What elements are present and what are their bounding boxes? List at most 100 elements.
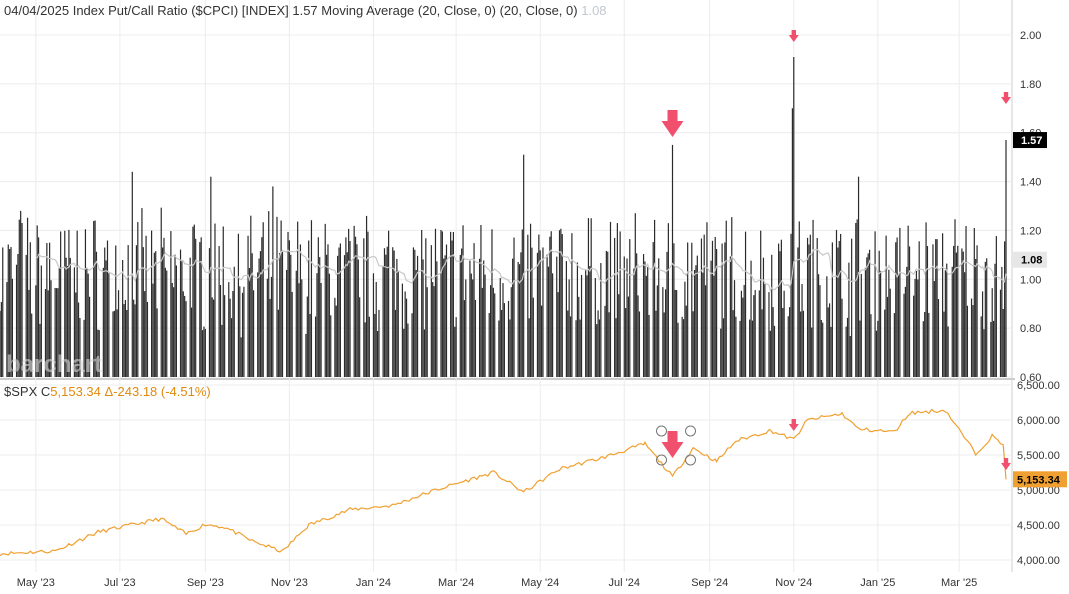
put-call-bar	[49, 242, 51, 377]
put-call-bar	[170, 231, 172, 377]
put-call-bar	[239, 286, 241, 377]
put-call-bar	[47, 290, 49, 377]
put-call-bar	[800, 311, 802, 377]
put-call-bar	[720, 328, 722, 377]
put-call-bar	[849, 336, 851, 377]
put-call-bar	[585, 270, 587, 377]
put-call-bar	[204, 328, 206, 377]
marker-circle	[656, 425, 668, 437]
put-call-bar	[481, 287, 483, 377]
put-call-bar	[153, 252, 155, 377]
put-call-bar	[743, 284, 745, 377]
put-call-bar	[636, 253, 638, 377]
put-call-bar	[642, 254, 645, 377]
put-call-bar	[619, 231, 621, 377]
put-call-bar	[936, 239, 938, 377]
put-call-bar	[324, 223, 326, 377]
put-call-bar	[509, 319, 511, 377]
put-call-bar	[279, 252, 281, 377]
put-call-bar	[790, 233, 792, 377]
x-tick-label: Mar '25	[941, 577, 977, 589]
put-call-bar	[349, 241, 351, 377]
put-call-bar	[868, 249, 871, 377]
put-call-bar	[673, 243, 675, 377]
value-tag	[1013, 132, 1047, 149]
put-call-bar	[115, 245, 117, 377]
put-call-bar	[98, 330, 100, 377]
put-call-bar	[704, 285, 707, 377]
put-call-bar	[494, 293, 496, 377]
marker-circle	[656, 454, 668, 466]
put-call-bar	[405, 298, 408, 377]
put-call-bar	[401, 283, 403, 377]
put-call-bar	[918, 241, 920, 377]
put-call-bar	[295, 270, 297, 377]
put-call-bar	[298, 283, 300, 377]
put-call-bar	[685, 305, 687, 377]
put-call-bar	[700, 238, 703, 377]
put-call-bar	[434, 228, 437, 377]
put-call-bar	[867, 253, 869, 377]
put-call-bar	[281, 251, 284, 377]
put-call-bar	[484, 274, 486, 377]
x-tick-label: Jul '24	[609, 577, 640, 589]
put-call-bar	[382, 266, 384, 377]
x-tick-label: Jan '24	[356, 577, 391, 589]
put-call-bar	[857, 176, 860, 377]
put-call-bar	[241, 292, 244, 377]
put-call-bar	[193, 224, 195, 377]
put-call-bar	[499, 278, 501, 377]
put-call-bar	[189, 257, 191, 377]
y-tick-label: 1.20	[1020, 225, 1041, 237]
put-call-bar	[182, 291, 184, 377]
lower-symbol: $SPX	[4, 384, 38, 399]
put-call-bar	[547, 266, 550, 377]
put-call-bar	[414, 249, 416, 377]
put-call-bar	[629, 239, 631, 377]
y-tick-label: 6,000.00	[1017, 415, 1060, 427]
put-call-bar	[290, 254, 292, 377]
put-call-bar	[975, 258, 977, 377]
put-call-bar	[95, 251, 98, 377]
y-tick-label: 1.40	[1020, 177, 1041, 189]
put-call-bar	[105, 260, 107, 377]
put-call-bar	[228, 282, 230, 377]
put-call-bar	[173, 287, 175, 377]
put-call-bar	[317, 237, 319, 377]
put-call-bar	[337, 255, 339, 377]
put-call-bar	[575, 320, 577, 377]
put-call-bar	[218, 246, 220, 377]
put-call-bar	[192, 226, 194, 377]
put-call-bar	[693, 269, 696, 377]
put-call-bar	[0, 310, 1, 377]
put-call-bar	[893, 313, 895, 377]
put-call-bar	[797, 247, 799, 377]
put-call-bar	[925, 222, 927, 377]
put-call-bar	[328, 273, 330, 377]
put-call-bar	[625, 308, 627, 377]
put-call-bar	[2, 247, 4, 377]
put-call-bar	[527, 234, 529, 377]
put-call-bar	[77, 302, 80, 377]
put-call-bar	[875, 330, 878, 377]
put-call-bar	[40, 265, 42, 377]
put-call-bar	[662, 287, 664, 377]
put-call-bar	[896, 237, 898, 377]
put-call-bar	[778, 243, 780, 377]
header-symbol-title: Index Put/Call Ratio ($CPCI) [INDEX]	[72, 3, 289, 18]
put-call-bar	[753, 295, 755, 377]
put-call-bar	[965, 226, 967, 377]
header-ma-value: 1.08	[581, 3, 607, 18]
put-call-bar	[808, 244, 810, 377]
put-call-bar	[247, 235, 249, 377]
put-call-bar	[378, 309, 380, 377]
put-call-bar	[386, 246, 388, 377]
put-call-bar	[658, 258, 660, 377]
down-arrow-marker	[1001, 92, 1011, 104]
put-call-bar	[190, 307, 193, 377]
put-call-bar	[550, 231, 552, 377]
put-call-bar	[889, 288, 891, 377]
upper-header: 04/04/2025 Index Put/Call Ratio ($CPCI) …	[4, 3, 607, 18]
y-tick-label: 0.60	[1020, 372, 1041, 384]
y-tick-label: 0.80	[1020, 323, 1041, 335]
